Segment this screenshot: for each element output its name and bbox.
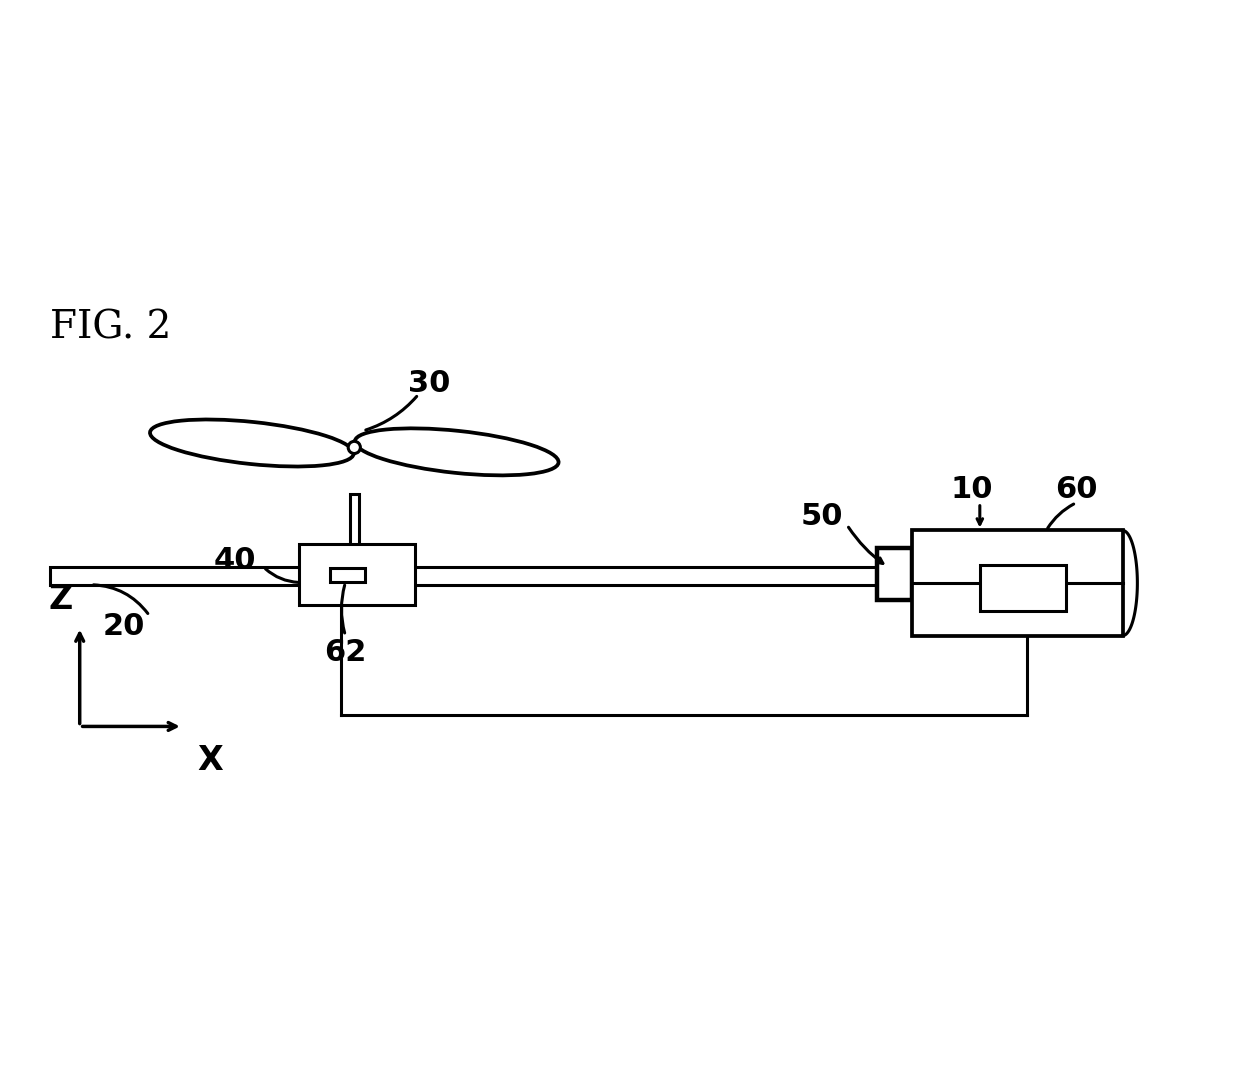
Text: 20: 20: [103, 612, 145, 641]
Text: 60: 60: [1055, 475, 1097, 504]
Bar: [877, 548, 913, 600]
Text: 30: 30: [408, 369, 451, 398]
Bar: [299, 544, 415, 605]
Text: Z: Z: [48, 583, 73, 615]
Bar: [980, 565, 1066, 611]
Text: 50: 50: [800, 502, 843, 531]
Bar: [913, 531, 1122, 636]
Text: FIG. 2: FIG. 2: [50, 310, 171, 346]
Text: 62: 62: [324, 638, 367, 667]
Bar: [330, 568, 366, 582]
Text: 10: 10: [951, 475, 993, 504]
Text: 40: 40: [213, 546, 255, 575]
Bar: [50, 567, 919, 584]
Circle shape: [348, 442, 361, 453]
Bar: [350, 494, 358, 556]
Text: X: X: [197, 744, 223, 777]
